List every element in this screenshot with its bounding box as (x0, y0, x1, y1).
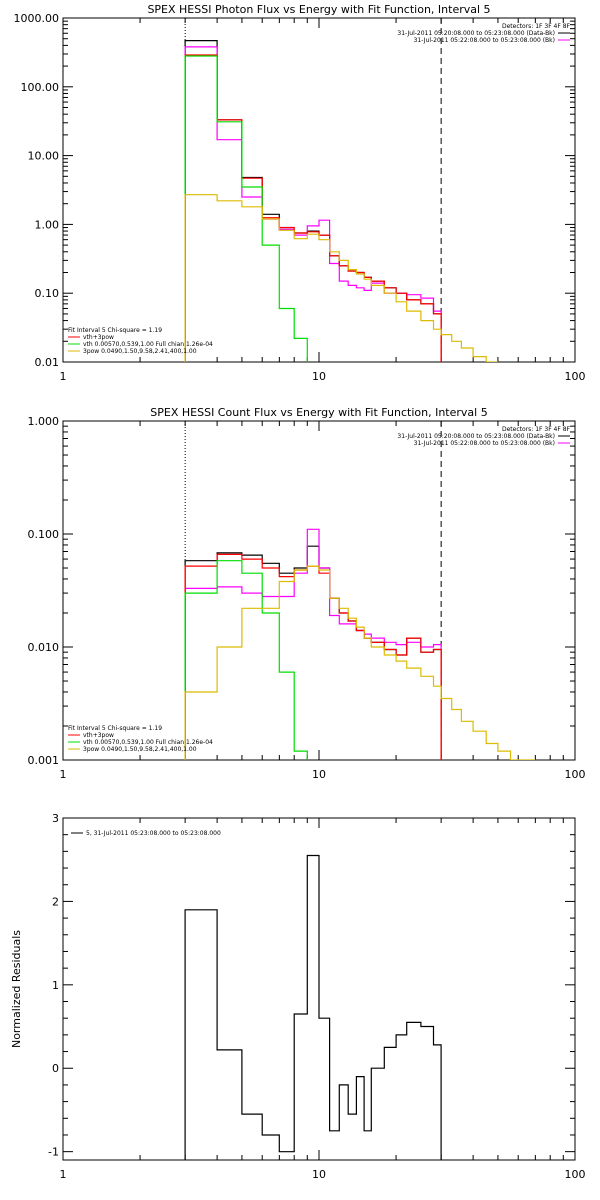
x-tick-label: 100 (565, 768, 586, 781)
legend-top-entry: 31-Jul-2011 05:20:08.000 to 05:23:08.000… (397, 433, 555, 440)
y-tick-label: 0.100 (28, 528, 60, 541)
legend-fit-entry: vth 0.00570,0.539,1.00 Full chian 1.26e-… (83, 739, 213, 746)
y-tick-label: 0.010 (28, 641, 60, 654)
histogram-series-4 (184, 194, 498, 362)
y-tick-label: 0.01 (35, 356, 60, 369)
y-tick-label: 3 (52, 812, 59, 825)
legend-fit-entry: Fit Interval 5 Chi-square = 1.19 (68, 327, 162, 334)
x-tick-label: 1 (60, 768, 67, 781)
y-tick-label: 0.001 (28, 754, 60, 767)
histogram-series-0 (184, 854, 442, 1160)
chart-title: SPEX HESSI Count Flux vs Energy with Fit… (150, 406, 487, 419)
y-tick-label: 0.10 (35, 287, 60, 300)
legend-top-entry: 31-Jul-2011 05:22:08.000 to 05:23:08.000… (414, 37, 555, 44)
y-tick-label: 10.00 (28, 150, 60, 163)
x-tick-label: 1 (60, 370, 67, 383)
legend-fit-entry: Fit Interval 5 Chi-square = 1.19 (68, 725, 162, 732)
y-tick-label: -1 (48, 1146, 59, 1159)
x-tick-label: 100 (565, 370, 586, 383)
x-tick-label: 10 (312, 370, 326, 383)
histogram-series-3 (184, 560, 308, 760)
y-tick-label: 0 (52, 1062, 59, 1075)
x-tick-label: 100 (565, 1168, 586, 1181)
legend-fit-entry: 3pow 0.0490,1.50,9.58,2.41,400,1.00 (83, 348, 197, 355)
histogram-series-0 (184, 545, 442, 760)
plot-frame-0 (62, 17, 576, 363)
y-tick-label: 2 (52, 895, 59, 908)
y-tick-label: 1 (52, 979, 59, 992)
legend-top-entry: 31-Jul-2011 05:22:08.000 to 05:23:08.000… (414, 440, 555, 447)
legend-entry: 5, 31-Jul-2011 05:23:08.000 to 05:23:08.… (86, 830, 221, 837)
histogram-series-1 (184, 528, 442, 760)
y-tick-label: 1.00 (35, 218, 60, 231)
y-axis-label: Normalized Residuals (10, 930, 23, 1048)
plot-frame-1 (62, 420, 576, 761)
y-tick-label: 100.00 (21, 81, 60, 94)
legend-fit-entry: vth+3pow (83, 334, 114, 341)
legend-fit-entry: vth+3pow (83, 732, 114, 739)
histogram-series-2 (184, 553, 442, 760)
x-tick-label: 1 (60, 1168, 67, 1181)
histogram-series-1 (184, 46, 442, 362)
histogram-series-2 (184, 54, 442, 362)
legend-top-entry: Detectors: 1F 3F 4F 8F (502, 426, 571, 433)
legend-fit-entry: 3pow 0.0490,1.50,9.58,2.41,400,1.00 (83, 746, 197, 753)
histogram-series-3 (184, 55, 320, 362)
y-tick-label: 1000.00 (14, 12, 60, 25)
y-tick-label: 1.000 (28, 415, 60, 428)
legend-top-entry: Detectors: 1F 3F 4F 8F (502, 23, 571, 30)
legend-top-entry: 31-Jul-2011 05:20:08.000 to 05:23:08.000… (397, 30, 555, 37)
histogram-series-4 (184, 565, 536, 760)
chart-title: SPEX HESSI Photon Flux vs Energy with Fi… (147, 3, 490, 16)
x-tick-label: 10 (312, 768, 326, 781)
legend-fit-entry: vth 0.00570,0.539,1.00 Full chian 1.26e-… (83, 341, 213, 348)
x-tick-label: 10 (312, 1168, 326, 1181)
